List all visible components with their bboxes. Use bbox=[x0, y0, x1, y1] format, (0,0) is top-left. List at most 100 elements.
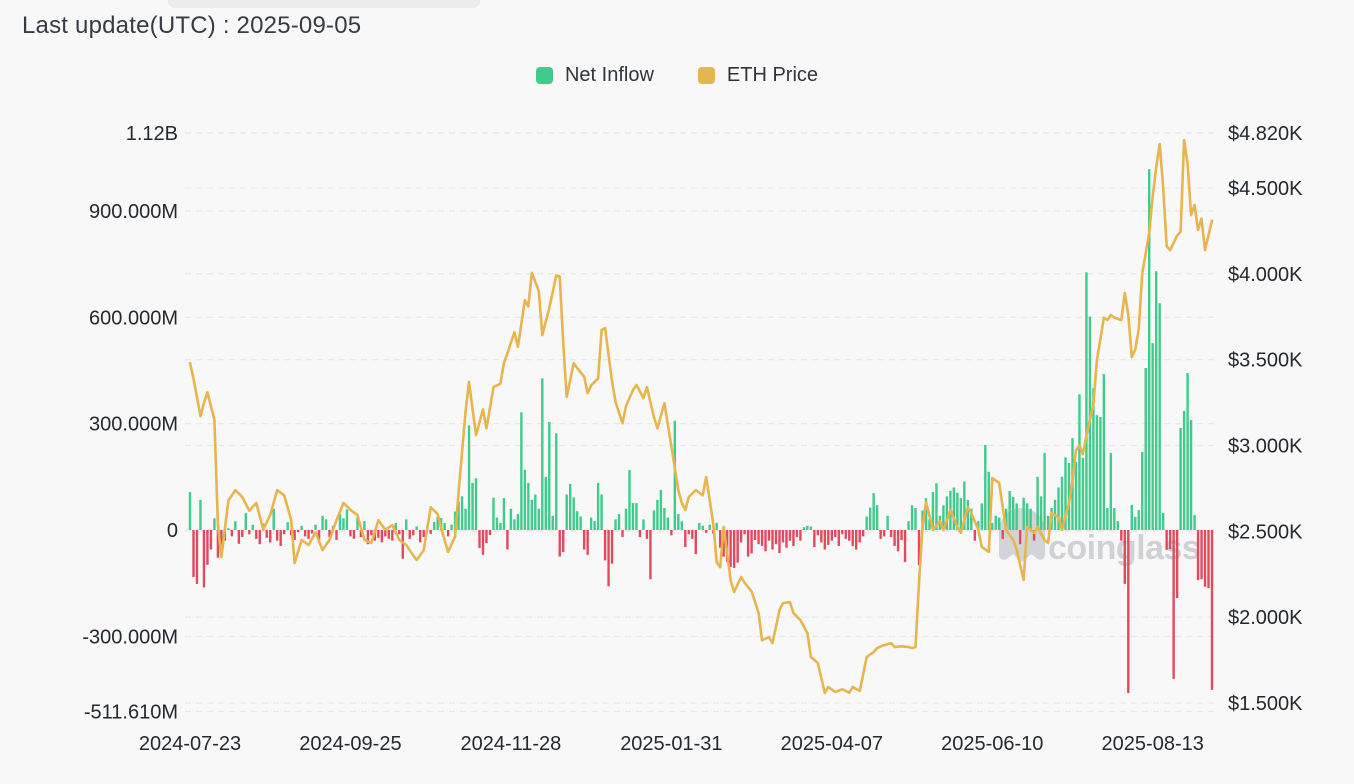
net-inflow-bar bbox=[792, 530, 795, 546]
net-inflow-bar bbox=[296, 530, 300, 533]
net-inflow-bar bbox=[998, 517, 1001, 530]
net-inflow-bar bbox=[1046, 515, 1050, 530]
net-inflow-bar bbox=[907, 521, 910, 530]
net-inflow-bar bbox=[1161, 512, 1165, 530]
net-inflow-bar bbox=[589, 517, 593, 530]
net-inflow-bar bbox=[467, 425, 471, 530]
left-axis-tick-label: 600.000M bbox=[89, 307, 178, 329]
net-inflow-bar bbox=[607, 530, 610, 587]
net-inflow-bar bbox=[1008, 491, 1011, 530]
net-inflow-bar bbox=[771, 530, 774, 550]
net-inflow-bar bbox=[241, 530, 244, 538]
net-inflow-bar bbox=[1060, 476, 1064, 530]
net-inflow-bar bbox=[1182, 410, 1186, 530]
net-inflow-bar bbox=[429, 530, 432, 534]
net-inflow-bar bbox=[227, 528, 230, 530]
net-inflow-bar bbox=[994, 515, 997, 530]
chart-hover-area[interactable] bbox=[185, 125, 1215, 725]
net-inflow-bar bbox=[366, 530, 370, 545]
net-inflow-bar bbox=[1022, 497, 1025, 530]
net-inflow-bar bbox=[314, 524, 317, 530]
net-inflow-bar bbox=[436, 516, 439, 530]
right-axis-tick-label: $4.500K bbox=[1228, 178, 1303, 200]
net-inflow-bar bbox=[642, 519, 645, 530]
net-inflow-bar bbox=[677, 514, 680, 530]
net-inflow-bar bbox=[1165, 530, 1168, 550]
net-inflow-bar bbox=[785, 530, 788, 548]
net-inflow-bar bbox=[255, 530, 258, 539]
net-inflow-bar bbox=[370, 530, 373, 536]
net-inflow-bar bbox=[387, 530, 391, 539]
net-inflow-bar bbox=[1151, 343, 1154, 530]
net-inflow-bar bbox=[300, 525, 303, 530]
net-inflow-bar bbox=[1189, 420, 1193, 530]
x-axis-tick-label: 2025-04-07 bbox=[781, 733, 883, 755]
net-inflow-bar bbox=[1200, 530, 1203, 580]
net-inflow-bar bbox=[1210, 530, 1214, 690]
net-inflow-bar bbox=[882, 530, 886, 537]
legend-item-net-inflow[interactable]: Net Inflow bbox=[535, 64, 654, 87]
net-inflow-bar bbox=[879, 530, 882, 539]
net-inflow-bar bbox=[596, 482, 600, 530]
net-inflow-bar bbox=[834, 530, 837, 538]
net-inflow-bar bbox=[307, 530, 310, 539]
net-inflow-bar bbox=[980, 503, 983, 530]
net-inflow-bar bbox=[237, 530, 241, 544]
net-inflow-bar bbox=[502, 498, 506, 530]
x-axis-tick-label: 2025-01-31 bbox=[620, 733, 722, 755]
net-inflow-bar bbox=[342, 518, 345, 530]
net-inflow-bar bbox=[460, 496, 464, 530]
net-inflow-bar bbox=[1179, 427, 1182, 530]
net-inflow-bar bbox=[562, 530, 565, 552]
net-inflow-bar bbox=[956, 492, 959, 530]
right-axis-tick-label: $3.000K bbox=[1228, 435, 1303, 457]
net-inflow-bar bbox=[317, 530, 321, 543]
net-inflow-bar bbox=[861, 530, 865, 537]
net-inflow-bar bbox=[565, 494, 568, 530]
net-inflow-bar bbox=[1116, 521, 1120, 530]
right-axis-tick-label: $3.500K bbox=[1228, 350, 1303, 372]
net-inflow-bar bbox=[931, 492, 935, 530]
net-inflow-bar bbox=[258, 530, 261, 545]
net-inflow-bar bbox=[830, 530, 833, 541]
net-inflow-bar bbox=[1025, 503, 1029, 530]
net-inflow-bar bbox=[659, 489, 663, 530]
legend-item-eth-price[interactable]: ETH Price bbox=[697, 64, 818, 87]
net-inflow-bar bbox=[924, 498, 928, 530]
net-inflow-bar bbox=[795, 530, 799, 538]
net-inflow-bar bbox=[303, 530, 307, 537]
net-inflow-bar bbox=[1130, 504, 1133, 530]
net-inflow-bar bbox=[1168, 530, 1172, 550]
net-inflow-bar bbox=[551, 515, 554, 530]
net-inflow-bar bbox=[527, 482, 530, 530]
net-inflow-bar bbox=[1102, 374, 1106, 530]
net-inflow-bar bbox=[670, 530, 673, 536]
net-inflow-bar bbox=[384, 530, 387, 537]
toolbar-chip-partial bbox=[168, 0, 480, 8]
net-inflow-bar bbox=[1172, 530, 1175, 679]
net-inflow-bar bbox=[251, 524, 254, 530]
net-inflow-bar bbox=[705, 530, 708, 533]
net-inflow-bar bbox=[495, 517, 499, 530]
net-inflow-bar bbox=[408, 530, 411, 539]
net-inflow-bar bbox=[230, 530, 234, 537]
net-inflow-bar bbox=[963, 481, 966, 530]
net-inflow-bar bbox=[1057, 487, 1060, 530]
chart-legend: Net Inflow ETH Price bbox=[0, 64, 1354, 87]
net-inflow-bar bbox=[345, 509, 349, 530]
net-inflow-bar bbox=[1064, 457, 1067, 530]
net-inflow-bar bbox=[781, 530, 785, 543]
net-inflow-bar bbox=[872, 493, 875, 530]
net-inflow-bar bbox=[523, 469, 527, 530]
net-inflow-bar bbox=[213, 518, 216, 530]
net-inflow-bar bbox=[764, 530, 767, 552]
net-inflow-bar bbox=[966, 499, 970, 530]
net-inflow-bar bbox=[1099, 416, 1102, 530]
net-inflow-bar bbox=[855, 530, 858, 550]
net-inflow-bar bbox=[541, 378, 544, 530]
legend-label: Net Inflow bbox=[564, 64, 654, 86]
left-axis-tick-label: 1.12B bbox=[126, 123, 178, 145]
net-inflow-bar bbox=[823, 530, 827, 550]
net-inflow-bar bbox=[827, 530, 830, 545]
net-inflow-bar bbox=[896, 530, 900, 552]
